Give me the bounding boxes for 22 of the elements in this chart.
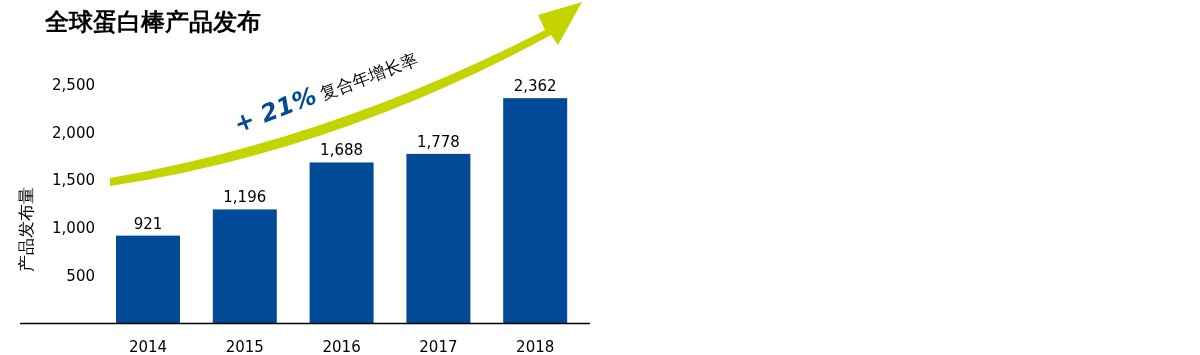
data-label: 1,688 (320, 141, 364, 160)
y-axis-title: 产品发布量 (16, 186, 36, 272)
x-tick-label: 2014 (128, 338, 168, 355)
bar (503, 98, 568, 324)
data-label: 2,362 (513, 77, 557, 96)
data-label: 921 (133, 214, 163, 233)
y-tick-label: 2,000 (52, 123, 95, 142)
y-tick-label: 1,000 (52, 219, 95, 238)
bar (116, 235, 180, 324)
x-tick-label: 2015 (225, 338, 264, 355)
x-tick-label: 2016 (322, 338, 361, 355)
bar (406, 153, 471, 324)
y-tick-label: 2,500 (52, 76, 95, 94)
y-tick-label: 500 (66, 266, 95, 285)
y-tick-label: 1,500 (52, 171, 95, 190)
bar (309, 162, 374, 324)
x-tick-label: 2018 (516, 338, 555, 355)
data-label: 1,196 (223, 188, 267, 207)
x-tick-label: 2017 (419, 338, 458, 355)
bar (212, 209, 277, 324)
data-label: 1,778 (416, 132, 460, 151)
chart-title: 全球蛋白棒产品发布 (44, 8, 261, 36)
